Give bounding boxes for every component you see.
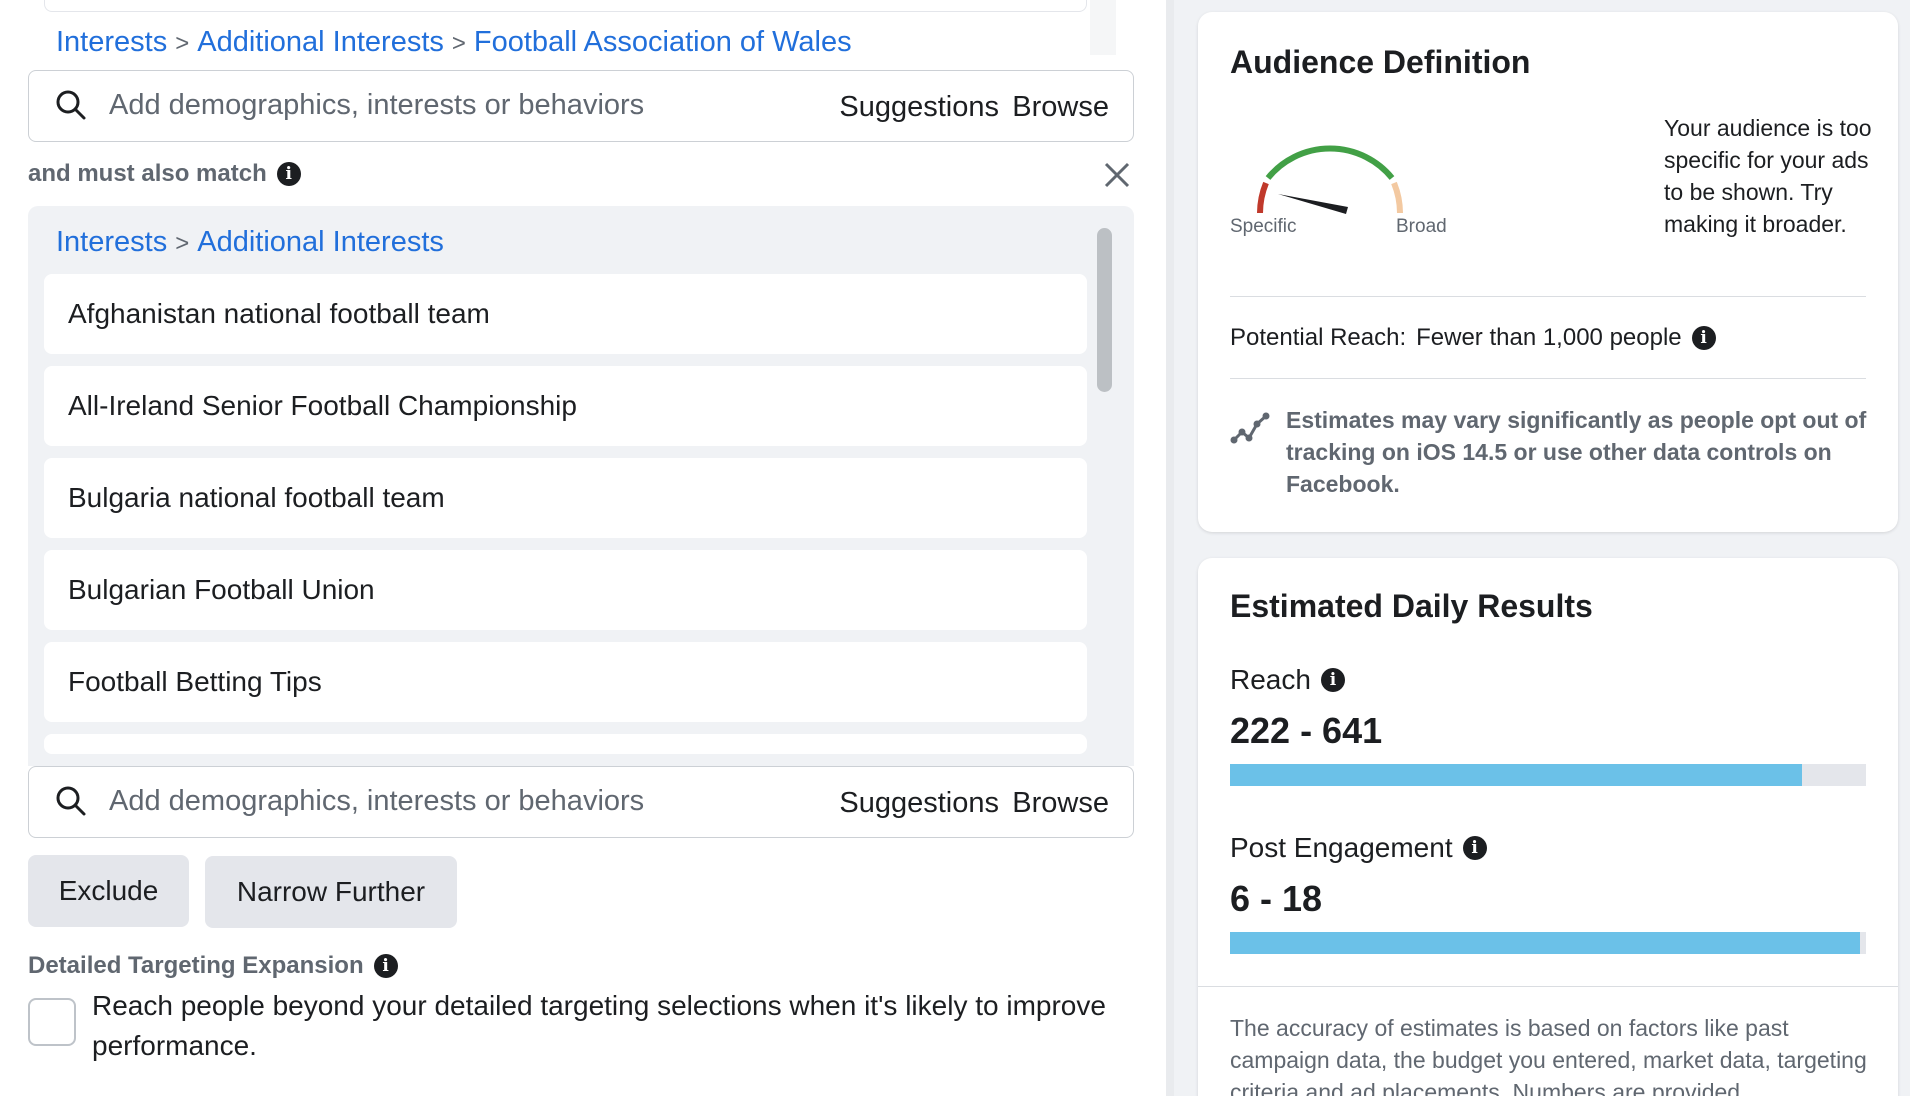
audience-definition-title: Audience Definition	[1230, 44, 1531, 80]
reach-bar	[1230, 764, 1866, 786]
info-icon[interactable]: i	[276, 162, 301, 186]
engagement-metric-label: Post Engagement i	[1230, 832, 1487, 864]
engagement-bar-fill	[1230, 932, 1860, 954]
reach-label-text: Reach	[1230, 664, 1311, 695]
reach-metric-label: Reach i	[1230, 664, 1345, 696]
panel-divider	[1166, 0, 1174, 1096]
info-icon[interactable]: i	[1320, 668, 1345, 692]
previous-item-card	[44, 0, 1087, 12]
breadcrumb-top: Interests > Additional Interests > Football …	[56, 26, 852, 59]
expansion-checkbox[interactable]	[28, 998, 76, 1046]
search-input[interactable]: Add demographics, interests or behaviors	[109, 89, 645, 121]
estimate-disclaimer: Estimates may vary significantly as peop…	[1286, 407, 1867, 497]
trend-icon	[1230, 412, 1270, 444]
dte-heading: Detailed Targeting Expansion	[28, 952, 364, 979]
list-item[interactable]: Bulgarian Football Union	[44, 550, 1087, 630]
list-item[interactable]: Afghanistan national football team	[44, 274, 1087, 354]
targeting-search-box[interactable]: Add demographics, interests or behaviors…	[28, 70, 1134, 142]
accuracy-disclaimer: The accuracy of estimates is based on fa…	[1230, 1015, 1867, 1096]
engagement-bar	[1230, 932, 1866, 954]
breadcrumb-link-interests[interactable]: Interests	[56, 226, 168, 258]
list-item-partial[interactable]	[44, 734, 1087, 754]
info-icon[interactable]: i	[1691, 326, 1716, 350]
narrow-further-button[interactable]: Narrow Further	[205, 856, 457, 928]
list-item[interactable]: Football Betting Tips	[44, 642, 1087, 722]
must-also-match-label: and must also match i	[28, 160, 301, 188]
audience-warning: Your audience is too specific for your a…	[1664, 115, 1872, 237]
targeting-panel: Interests > Additional Interests > Football …	[0, 0, 1166, 1096]
search-input[interactable]: Add demographics, interests or behaviors	[109, 785, 645, 817]
audience-gauge	[1257, 145, 1403, 214]
divider	[1198, 986, 1898, 987]
list-item[interactable]: Bulgaria national football team	[44, 458, 1087, 538]
list-item[interactable]: All-Ireland Senior Football Championship	[44, 366, 1087, 446]
search-icon	[56, 90, 86, 120]
reach-bar-fill	[1230, 764, 1803, 786]
estimated-results-card: Estimated Daily Results Reach i 222 - 64…	[1198, 558, 1898, 1096]
gauge-label-specific: Specific	[1230, 216, 1297, 237]
search-icon	[56, 786, 86, 816]
potential-reach-label: Potential Reach:	[1230, 324, 1407, 351]
breadcrumb-separator: >	[175, 230, 190, 257]
gauge-label-broad: Broad	[1396, 216, 1447, 237]
top-scroll-track[interactable]	[1090, 0, 1116, 55]
breadcrumb-separator: >	[451, 30, 466, 57]
potential-reach-value: Fewer than 1,000 people	[1416, 324, 1682, 351]
expansion-description: Reach people beyond your detailed target…	[92, 990, 1106, 1061]
info-icon[interactable]: i	[1462, 836, 1487, 860]
browse-link[interactable]: Browse	[1012, 787, 1109, 819]
engagement-label-text: Post Engagement	[1230, 832, 1453, 863]
detailed-targeting-expansion-label: Detailed Targeting Expansion i	[28, 952, 398, 980]
info-icon[interactable]: i	[373, 954, 398, 978]
divider	[1230, 378, 1866, 379]
breadcrumb-link-football-association-of-wales[interactable]: Football Association of Wales	[473, 26, 852, 58]
browse-link[interactable]: Browse	[1012, 91, 1109, 123]
breadcrumb-link-additional-interests[interactable]: Additional Interests	[197, 226, 444, 258]
reach-value: 222 - 641	[1230, 710, 1383, 751]
list-scrollbar[interactable]	[1097, 228, 1112, 392]
close-icon[interactable]	[1102, 160, 1132, 190]
breadcrumb-link-additional-interests[interactable]: Additional Interests	[197, 26, 444, 58]
exclude-button[interactable]: Exclude	[28, 855, 189, 927]
potential-reach: Potential Reach: Fewer than 1,000 people…	[1230, 324, 1716, 352]
breadcrumb-link-interests[interactable]: Interests	[56, 26, 168, 58]
engagement-value: 6 - 18	[1230, 878, 1323, 919]
must-also-match-text: and must also match	[28, 160, 267, 187]
breadcrumb-separator: >	[175, 30, 190, 57]
breadcrumb-group: Interests > Additional Interests	[56, 226, 444, 259]
audience-definition-card: Audience Definition Specific Broad Your …	[1198, 12, 1898, 532]
suggestions-link[interactable]: Suggestions	[839, 91, 999, 123]
divider	[1230, 296, 1866, 297]
suggestions-link[interactable]: Suggestions	[839, 787, 999, 819]
targeting-search-box-narrow[interactable]: Add demographics, interests or behaviors…	[28, 766, 1134, 838]
estimated-results-title: Estimated Daily Results	[1230, 588, 1593, 624]
